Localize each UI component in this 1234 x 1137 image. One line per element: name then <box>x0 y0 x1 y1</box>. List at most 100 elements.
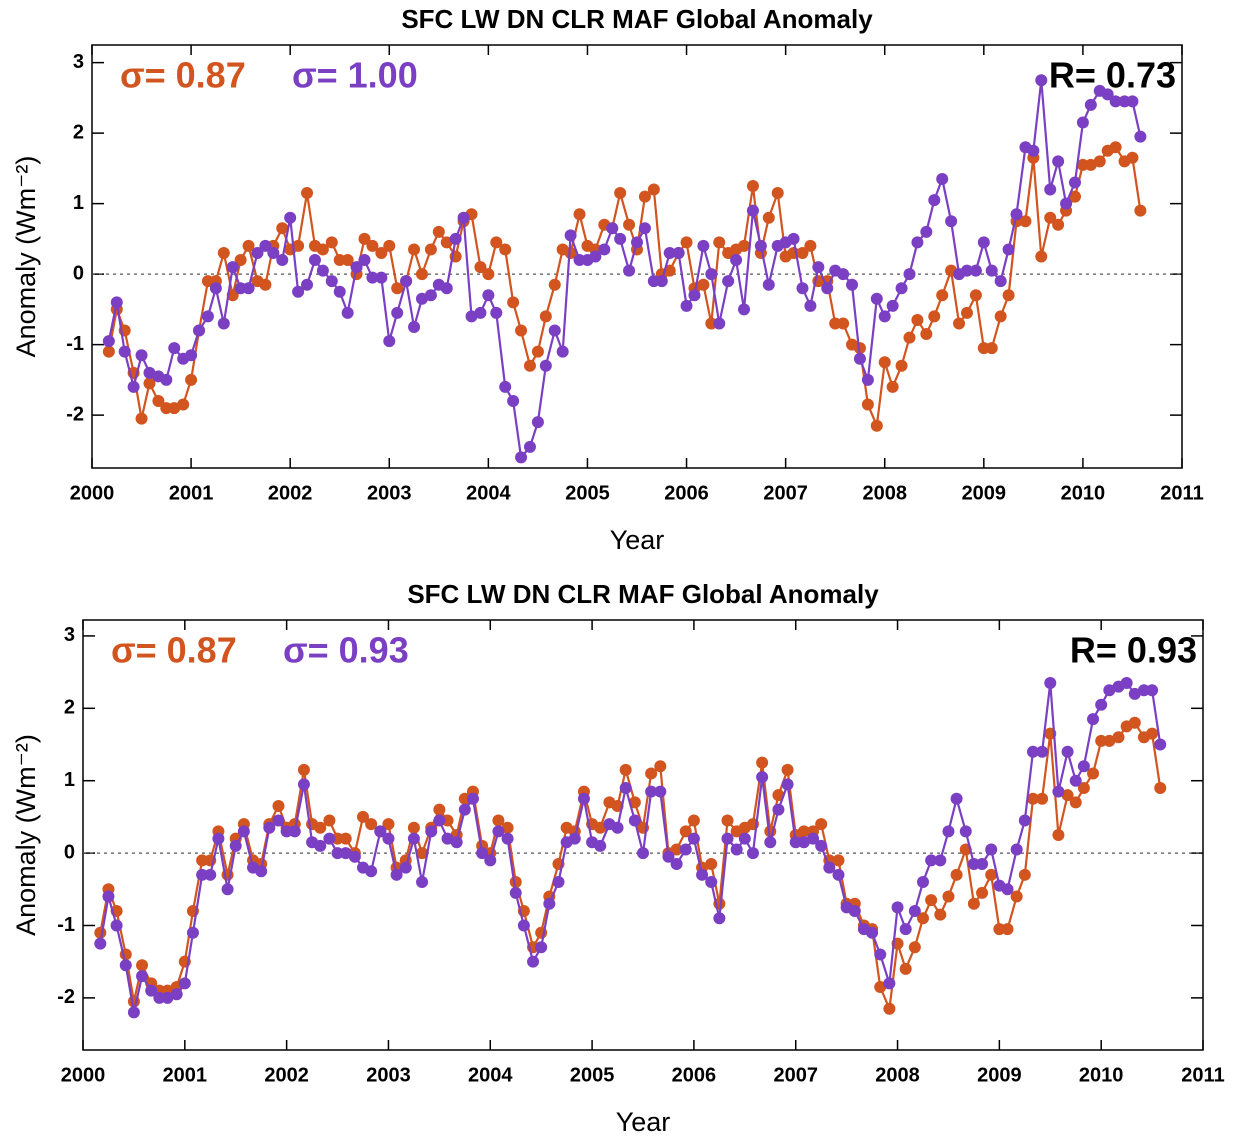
data-point <box>548 324 561 337</box>
data-point <box>450 836 463 849</box>
data-point <box>484 854 497 867</box>
data-point <box>515 451 528 464</box>
data-point <box>895 359 908 372</box>
data-point <box>891 901 904 914</box>
data-point <box>168 342 181 355</box>
data-point <box>251 246 264 259</box>
data-point <box>1154 738 1167 751</box>
data-point <box>1001 883 1014 896</box>
data-point <box>325 236 338 249</box>
data-point <box>365 865 378 878</box>
data-point <box>679 825 692 838</box>
data-point <box>1128 716 1141 729</box>
data-point <box>449 232 462 245</box>
y-tick-label: 2 <box>64 697 75 719</box>
y-tick-label: 3 <box>64 624 75 646</box>
x-tick-label: 2008 <box>875 1064 920 1086</box>
data-point <box>614 187 627 200</box>
data-point <box>1120 676 1133 689</box>
data-point <box>908 905 921 918</box>
data-point <box>382 818 395 831</box>
data-point <box>870 419 883 432</box>
data-point <box>301 187 314 200</box>
data-point <box>866 926 879 939</box>
data-point <box>917 912 929 925</box>
data-point <box>288 825 301 838</box>
data-point <box>1126 151 1139 164</box>
data-point <box>619 763 632 776</box>
data-point <box>515 324 528 337</box>
data-point <box>969 264 982 277</box>
x-tick-label: 2007 <box>763 482 808 504</box>
data-point <box>350 261 363 274</box>
data-point <box>209 282 222 295</box>
data-point <box>316 264 329 277</box>
annotation: σ= 0.87 <box>111 630 237 671</box>
data-point <box>416 847 429 860</box>
data-point <box>967 897 980 910</box>
data-point <box>297 778 310 791</box>
data-point <box>1061 745 1074 758</box>
data-point <box>928 194 941 207</box>
data-point <box>308 254 321 267</box>
data-point <box>614 232 627 245</box>
data-point <box>391 282 404 295</box>
data-point <box>441 832 454 845</box>
data-point <box>936 172 949 185</box>
data-point <box>193 324 206 337</box>
data-point <box>357 810 369 823</box>
data-point <box>623 218 636 231</box>
data-point <box>823 861 836 874</box>
data-point <box>325 275 338 288</box>
data-point <box>680 299 693 312</box>
data-point <box>136 959 149 972</box>
data-point <box>861 373 874 386</box>
x-tick-label: 2009 <box>977 1064 1022 1086</box>
data-point <box>662 850 675 863</box>
data-point <box>272 814 285 827</box>
data-point <box>501 821 514 834</box>
data-point <box>917 876 929 889</box>
data-point <box>848 905 861 918</box>
data-point <box>1052 829 1065 841</box>
data-point <box>764 836 777 849</box>
data-point <box>697 278 710 291</box>
data-point <box>1068 176 1081 189</box>
data-point <box>399 861 412 874</box>
data-point <box>762 211 775 224</box>
data-point <box>796 246 809 259</box>
data-point <box>934 854 947 867</box>
data-point <box>1052 785 1065 798</box>
data-point <box>807 832 820 845</box>
data-point <box>1026 745 1039 758</box>
data-point <box>638 222 651 235</box>
data-point <box>1002 243 1015 256</box>
data-point <box>348 850 361 863</box>
chart-title: SFC LW DN CLR MAF Global Anomaly <box>407 579 879 609</box>
data-point <box>539 359 552 372</box>
annotation: R= 0.73 <box>1049 55 1176 96</box>
data-point <box>1103 734 1116 747</box>
data-point <box>499 243 512 256</box>
data-point <box>509 886 522 899</box>
data-point <box>976 857 989 870</box>
data-point <box>713 912 726 925</box>
data-point <box>654 760 667 773</box>
data-point <box>787 232 800 245</box>
data-point <box>874 981 887 994</box>
data-point <box>284 211 297 224</box>
data-point <box>314 821 327 834</box>
data-point <box>564 246 577 259</box>
data-point <box>102 890 115 903</box>
data-point <box>482 289 495 302</box>
data-point <box>127 380 140 393</box>
data-point <box>433 814 446 827</box>
data-point <box>1069 796 1082 809</box>
data-point <box>619 781 632 794</box>
data-point <box>110 919 123 932</box>
data-point <box>523 440 536 453</box>
data-point <box>911 236 924 249</box>
data-point <box>598 243 611 256</box>
data-point <box>713 236 726 249</box>
y-tick-label: 3 <box>73 51 84 73</box>
